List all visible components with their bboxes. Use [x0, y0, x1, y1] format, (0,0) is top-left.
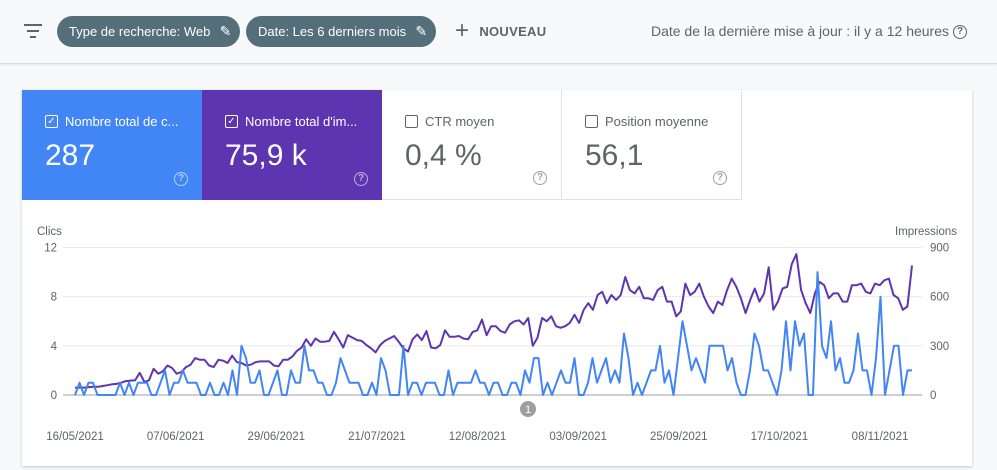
x-tick: 29/06/2021 — [247, 431, 305, 443]
annotation-marker[interactable]: 1 — [520, 401, 536, 417]
toolbar: Type de recherche: Web ✎ Date: Les 6 dern… — [0, 0, 997, 64]
date-filter-chip[interactable]: Date: Les 6 derniers mois ✎ — [246, 16, 437, 47]
metric-value: 56,1 — [585, 139, 644, 172]
performance-card: ✓ Nombre total de c... 287 ? ✓ Nombre tota… — [22, 90, 972, 466]
y-tick-left: 0 — [51, 390, 57, 402]
metric-tile-clicks[interactable]: ✓ Nombre total de c... 287 ? — [22, 90, 202, 200]
metric-label: Nombre total d'im... — [245, 114, 358, 129]
pencil-icon: ✎ — [415, 23, 428, 39]
new-filter-label: NOUVEAU — [479, 24, 547, 39]
metric-value: 75,9 k — [225, 139, 307, 172]
last-update: Date de la dernière mise à jour : il y a… — [650, 23, 967, 40]
metric-tile-position[interactable]: Position moyenne 56,1 ? — [562, 90, 742, 200]
filter-list-icon[interactable] — [24, 24, 42, 38]
chip-label: Type de recherche: Web — [69, 24, 211, 39]
x-tick: 12/08/2021 — [449, 431, 507, 443]
plus-icon: + — [455, 16, 470, 44]
help-icon[interactable]: ? — [953, 25, 967, 40]
metric-label: Position moyenne — [605, 114, 709, 129]
metric-label: Nombre total de c... — [65, 114, 179, 129]
new-filter-button[interactable]: + NOUVEAU — [455, 16, 547, 46]
metric-label: CTR moyen — [425, 114, 495, 129]
x-tick: 16/05/2021 — [46, 431, 104, 443]
y-tick-right: 0 — [930, 390, 936, 402]
help-icon[interactable]: ? — [533, 171, 547, 185]
pencil-icon: ✎ — [219, 23, 232, 39]
right-axis-title: Impressions — [895, 226, 957, 238]
x-tick: 03/09/2021 — [549, 431, 607, 443]
metric-value: 0,4 % — [405, 139, 482, 172]
series-line-impressions — [75, 253, 913, 389]
x-tick: 21/07/2021 — [348, 431, 406, 443]
x-tick: 07/06/2021 — [147, 431, 205, 443]
checkbox-unchecked-icon[interactable] — [405, 115, 418, 128]
metric-value: 287 — [45, 139, 96, 172]
y-tick-right: 300 — [930, 341, 949, 353]
checkbox-checked-icon[interactable]: ✓ — [45, 115, 58, 128]
help-icon[interactable]: ? — [354, 172, 368, 186]
x-tick: 08/11/2021 — [852, 431, 909, 443]
y-tick-right: 600 — [930, 292, 949, 304]
y-tick-left: 4 — [51, 341, 58, 353]
search-type-filter-chip[interactable]: Type de recherche: Web ✎ — [57, 16, 241, 47]
metric-tile-ctr[interactable]: CTR moyen 0,4 % ? — [382, 90, 562, 200]
x-tick: 25/09/2021 — [650, 431, 708, 443]
checkbox-checked-icon[interactable]: ✓ — [225, 115, 238, 128]
y-tick-left: 8 — [51, 292, 57, 304]
y-tick-right: 900 — [930, 243, 949, 255]
last-update-text: Date de la dernière mise à jour : il y a… — [650, 23, 949, 39]
help-icon[interactable]: ? — [174, 172, 188, 186]
help-icon[interactable]: ? — [713, 171, 727, 185]
metric-tile-impressions[interactable]: ✓ Nombre total d'im... 75,9 k ? — [202, 90, 382, 200]
left-axis-title: Clics — [37, 226, 62, 238]
series-line-clics — [74, 271, 912, 396]
chip-label: Date: Les 6 derniers mois — [258, 24, 407, 39]
checkbox-unchecked-icon[interactable] — [585, 115, 598, 128]
x-tick: 17/10/2021 — [751, 431, 809, 443]
y-tick-left: 12 — [44, 243, 57, 255]
annotation-label: 1 — [525, 404, 531, 416]
